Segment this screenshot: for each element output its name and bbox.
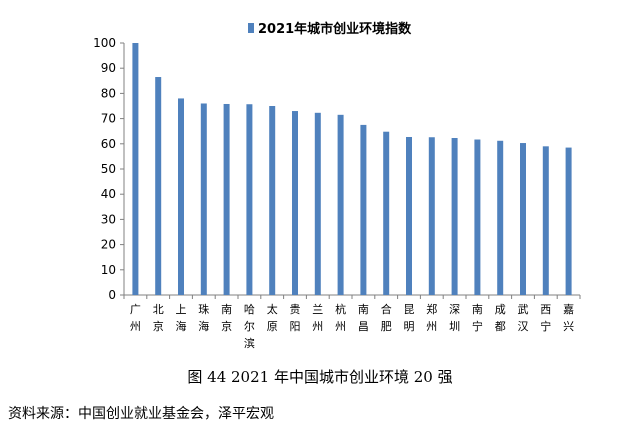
x-tick-label: 珠海 <box>198 302 209 333</box>
y-tick-label: 0 <box>108 288 116 302</box>
x-tick-label: 杭州 <box>335 302 346 333</box>
bars <box>132 43 572 296</box>
y-tick-label: 20 <box>101 238 116 252</box>
x-tick-label: 嘉兴 <box>563 302 574 333</box>
x-tick-label: 哈尔滨 <box>244 303 255 350</box>
x-tick-label: 上海 <box>176 303 187 333</box>
x-tick-label: 郑州 <box>426 302 437 333</box>
y-axis: 0 10 20 30 40 50 60 70 80 90 100 <box>93 36 125 302</box>
bar <box>451 138 458 295</box>
bar <box>428 137 435 295</box>
y-tick-label: 100 <box>93 36 116 50</box>
x-tick-label: 兰州 <box>312 303 323 333</box>
y-tick-label: 50 <box>101 162 116 176</box>
bar <box>132 43 139 295</box>
bar <box>406 136 412 295</box>
bar <box>360 124 367 296</box>
legend-label: 2021年城市创业环境指数 <box>258 21 412 37</box>
bar <box>178 98 184 295</box>
y-tick-label: 70 <box>101 112 116 126</box>
y-tick-label: 40 <box>101 187 116 201</box>
x-tick-label: 深圳 <box>449 303 460 333</box>
y-tick-label: 80 <box>101 86 116 100</box>
x-tick-label: 昆明 <box>404 303 415 333</box>
figure-caption: 图 44 2021 年中国城市创业环境 20 强 <box>187 368 453 386</box>
bar <box>497 140 504 295</box>
bar <box>520 143 526 295</box>
x-tick-label: 贵阳 <box>290 303 301 333</box>
legend-swatch <box>248 23 254 33</box>
legend: 2021年城市创业环境指数 <box>248 21 412 37</box>
bar <box>565 147 572 295</box>
bar <box>314 112 321 295</box>
x-axis <box>123 294 581 299</box>
y-tick-label: 90 <box>101 61 116 75</box>
x-tick-label: 西宁 <box>540 303 551 333</box>
x-tick-label: 太原 <box>267 303 278 333</box>
x-tick-label: 北京 <box>153 303 164 333</box>
bar <box>337 114 344 295</box>
x-tick-label: 武汉 <box>518 303 529 333</box>
bar <box>155 77 162 296</box>
source-note: 资料来源：中国创业就业基金会，泽平宏观 <box>8 406 274 422</box>
x-tick-label: 南昌 <box>358 303 369 333</box>
bar <box>246 104 253 296</box>
bar <box>383 131 390 295</box>
bar <box>269 106 276 295</box>
x-tick-label: 合肥 <box>381 302 392 333</box>
bar <box>223 103 230 295</box>
y-tick-label: 30 <box>101 212 116 226</box>
x-tick-label: 成都 <box>495 303 506 333</box>
bar <box>292 111 298 295</box>
y-tick-label: 60 <box>101 137 116 151</box>
x-tick-label: 广州 <box>130 303 141 333</box>
bar <box>474 139 481 295</box>
bar <box>200 103 207 295</box>
x-tick-label: 南京 <box>221 303 232 333</box>
x-tick-label: 南宁 <box>472 303 483 333</box>
bar <box>542 146 549 295</box>
y-tick-label: 10 <box>101 263 116 277</box>
